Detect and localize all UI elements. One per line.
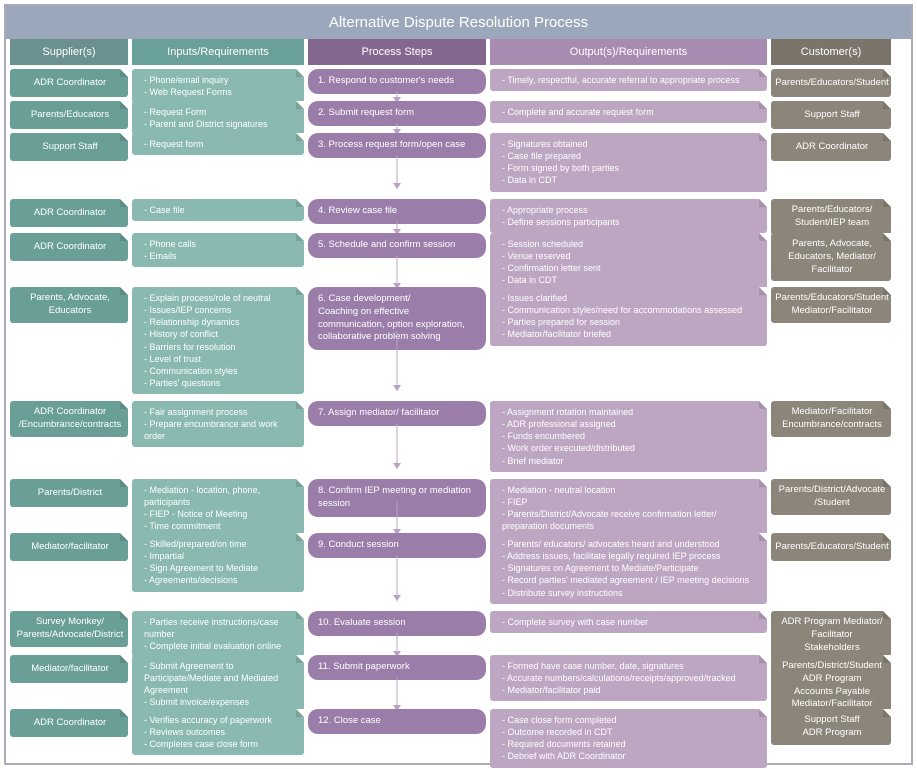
col-customers: Customer(s) Parents/Educators/Student Sup… — [771, 39, 891, 759]
customer-box: Parents/District/Student ADR Program Acc… — [771, 655, 891, 716]
inputs-box: Fair assignment processPrepare encumbran… — [132, 401, 304, 447]
outputs-box: Timely, respectful, accurate referral to… — [490, 69, 767, 91]
rows-customers: Parents/Educators/Student Support Staff AD… — [771, 69, 891, 759]
outputs-box: Appropriate processDefine sessions parti… — [490, 199, 767, 233]
inputs-box: Case file — [132, 199, 304, 221]
customer-box: Parents/Educators/Student — [771, 69, 891, 97]
inputs-box: Skilled/prepared/on timeImpartialSign Ag… — [132, 533, 304, 592]
inputs-box: Phone/email inquiryWeb Request Forms — [132, 69, 304, 103]
supplier-box: Survey Monkey/ Parents/Advocate/District — [10, 611, 128, 647]
supplier-box: ADR Coordinator — [10, 233, 128, 261]
outputs-box: Formed have case number, date, signature… — [490, 655, 767, 701]
customer-box: Mediator/Facilitator Encumbrance/contrac… — [771, 401, 891, 437]
supplier-box: ADR Coordinator — [10, 69, 128, 97]
colhead-inputs: Inputs/Requirements — [132, 39, 304, 65]
outputs-box: Assignment rotation maintainedADR profes… — [490, 401, 767, 472]
outputs-box: Mediation - neutral locationFIEPParents/… — [490, 479, 767, 538]
supplier-box: ADR Coordinator /Encumbrance/contracts — [10, 401, 128, 437]
customer-box: Parents/Educators/ Student/IEP team — [771, 199, 891, 235]
rows-inputs: Phone/email inquiryWeb Request FormsRequ… — [132, 69, 304, 759]
outputs-box: Case close form completedOutcome recorde… — [490, 709, 767, 768]
rows-outputs: Timely, respectful, accurate referral to… — [490, 69, 767, 759]
colhead-process: Process Steps — [308, 39, 486, 65]
inputs-box: Parties receive instructions/case number… — [132, 611, 304, 657]
supplier-box: ADR Coordinator — [10, 709, 128, 737]
columns-container: Supplier(s) ADR CoordinatorParents/Educa… — [6, 39, 911, 763]
rows-process: 1. Respond to customer's needs2. Submit … — [308, 69, 486, 759]
col-supplier: Supplier(s) ADR Coordinator Parents/Educa… — [10, 39, 128, 759]
supplier-box: ADR Coordinator — [10, 199, 128, 227]
outputs-box: Session scheduledVenue reservedConfirmat… — [490, 233, 767, 292]
col-outputs: Output(s)/Requirements Timely, respectfu… — [490, 39, 767, 759]
rows-supplier: ADR Coordinator Parents/Educators Support … — [10, 69, 128, 759]
col-process: Process Steps 1. Respond to customer's n… — [308, 39, 486, 759]
outputs-box: Signatures obtainedCase file preparedFor… — [490, 133, 767, 192]
diagram-outer: Alternative Dispute Resolution Process S… — [4, 4, 913, 765]
colhead-outputs: Output(s)/Requirements — [490, 39, 767, 65]
diagram-title: Alternative Dispute Resolution Process — [6, 6, 911, 39]
inputs-box: Request FormParent and District signatur… — [132, 101, 304, 135]
customer-box: ADR Program Mediator/ Facilitator Stakeh… — [771, 611, 891, 659]
colhead-supplier: Supplier(s) — [10, 39, 128, 65]
customer-box: Support Staff ADR Program — [771, 709, 891, 745]
supplier-box: Mediator/facilitator — [10, 533, 128, 561]
inputs-box: Phone callsEmails — [132, 233, 304, 267]
customer-box: Parents/Educators/Student Mediator/Facil… — [771, 287, 891, 323]
outputs-box: Complete survey with case number — [490, 611, 767, 633]
inputs-box: Explain process/role of neutralIssues/IE… — [132, 287, 304, 394]
flow-arrow — [397, 331, 398, 391]
customer-box: Support Staff — [771, 101, 891, 129]
inputs-box: Verifies accuracy of paperworkReviews ou… — [132, 709, 304, 755]
supplier-box: Support Staff — [10, 133, 128, 161]
col-inputs: Inputs/Requirements Phone/email inquiryW… — [132, 39, 304, 759]
supplier-box: Parents/District — [10, 479, 128, 507]
supplier-box: Parents/Educators — [10, 101, 128, 129]
outputs-box: Issues clarifiedCommunication styles/nee… — [490, 287, 767, 346]
colhead-customers: Customer(s) — [771, 39, 891, 65]
outputs-box: Complete and accurate request form — [490, 101, 767, 123]
customer-box: Parents/District/Advocate /Student — [771, 479, 891, 515]
supplier-box: Parents, Advocate, Educators — [10, 287, 128, 323]
outputs-box: Parents/ educators/ advocates heard and … — [490, 533, 767, 604]
supplier-box: Mediator/facilitator — [10, 655, 128, 683]
customer-box: ADR Coordinator — [771, 133, 891, 161]
process-step-box: 12. Close case — [308, 709, 486, 734]
inputs-box: Mediation - location, phone, participant… — [132, 479, 304, 538]
inputs-box: Request form — [132, 133, 304, 155]
customer-box: Parents, Advocate, Educators, Mediator/ … — [771, 233, 891, 281]
customer-box: Parents/Educators/Student — [771, 533, 891, 561]
